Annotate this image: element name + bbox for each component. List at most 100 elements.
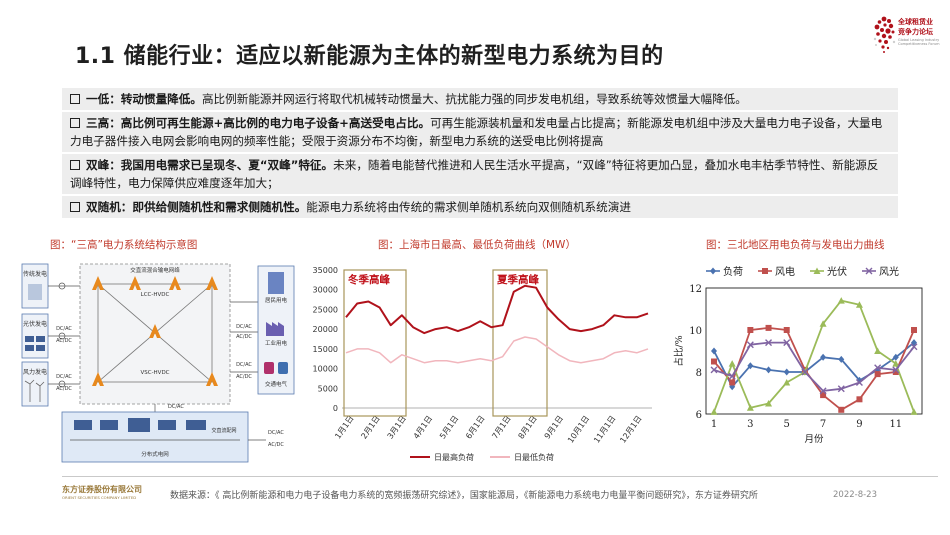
y-tick-label: 15000 xyxy=(313,345,338,354)
acdc-label-1: AC/DC xyxy=(56,338,72,344)
data-point xyxy=(892,353,899,361)
data-point xyxy=(892,366,900,374)
load-ind-label: 工业用电 xyxy=(265,339,288,347)
acdc-text-4: AC/DC xyxy=(236,374,252,380)
data-point xyxy=(762,268,768,274)
bullet-item: 一低：转动惯量降低。高比例新能源并网运行将取代机械转动惯量大、抗扰能力强的同步发… xyxy=(62,88,898,110)
data-point xyxy=(820,392,827,399)
hub-label: 交直流混合输电网络 xyxy=(130,266,180,274)
x-tick-label: 6月1日 xyxy=(464,414,486,441)
x-tick-label: 7月1日 xyxy=(490,414,512,441)
logo-text-line1: 全球租赁业 xyxy=(898,18,933,26)
dcac-text-6: DC/AC xyxy=(268,430,284,436)
data-point xyxy=(765,400,773,407)
data-point xyxy=(728,372,736,380)
data-point xyxy=(874,371,881,378)
winter-peak-box xyxy=(343,269,407,417)
source-traditional-label: 传统发电 xyxy=(23,270,47,278)
bullet-head: 一低：转动惯量降低。 xyxy=(86,92,202,106)
dcac-label-1: DC/AC xyxy=(56,326,72,332)
data-point xyxy=(874,364,882,372)
source-wind-box xyxy=(21,361,49,407)
x-tick-label: 11 xyxy=(889,419,902,430)
bullet-list: 一低：转动惯量降低。高比例新能源并网运行将取代机械转动惯量大、抗扰能力强的同步发… xyxy=(62,88,898,220)
data-point xyxy=(910,343,918,351)
fig1-caption: 图：“三高”电力系统结构示意图 xyxy=(50,239,198,251)
winter-peak-label: 冬季高峰 xyxy=(348,273,390,286)
legend-label: 风光 xyxy=(879,265,899,278)
bullet-head: 三高：高比例可再生能源+高比例的电力电子设备+高送受电占比。 xyxy=(86,116,431,130)
x-tick-label: 3月1日 xyxy=(386,414,408,441)
data-point xyxy=(911,327,917,333)
fig3-caption: 图：三北地区用电负荷与发电出力曲线 xyxy=(706,239,885,251)
bullet-body: 未来，随着电能替代推进和人民生活水平提高，“双峰”特征将更加凸显，叠加水电丰枯季… xyxy=(70,158,879,190)
dcac-label-2: DC/AC xyxy=(56,374,72,380)
x-tick-label: 1 xyxy=(711,419,717,430)
transmission-tower-icons xyxy=(92,276,218,386)
series-line-min xyxy=(345,336,649,364)
source-pv-label: 光伏发电 xyxy=(23,320,47,328)
y-tick-label: 0 xyxy=(333,404,338,413)
acdc-text-2: AC/DC xyxy=(56,386,72,392)
acdc-text-1: AC/DC xyxy=(56,338,72,344)
data-point xyxy=(747,327,754,333)
x-tick-label: 11月1日 xyxy=(592,414,617,445)
dcac-text-3: DC/AC xyxy=(236,324,252,330)
data-point xyxy=(746,404,754,411)
forum-logo: 全球租赁业 竞争力论坛 Global Leasing Industry Compe… xyxy=(870,12,948,56)
x-tick-label: 5 xyxy=(784,419,790,430)
checkbox-icon xyxy=(70,94,80,104)
page-title: 1.1 储能行业：适应以新能源为主体的新型电力系统为目的 xyxy=(75,44,664,69)
checkbox-icon xyxy=(70,202,80,212)
power-system-diagram: 传统发电 光伏发电 风力发电 DC/AC AC/DC DC/AC AC/DC 交… xyxy=(21,263,295,463)
x-tick-label: 5月1日 xyxy=(438,414,460,441)
logo-text-line2: 竞争力论坛 xyxy=(898,28,933,36)
data-point xyxy=(710,408,718,415)
hub-text: 交直流混合输电网络 xyxy=(130,266,180,274)
data-point xyxy=(819,387,827,395)
distributed-units-icons xyxy=(74,418,206,432)
data-point xyxy=(837,385,845,393)
data-point xyxy=(783,379,791,386)
data-point xyxy=(892,360,900,367)
source-wind-label: 风力发电 xyxy=(23,368,47,376)
y-tick-label: 6 xyxy=(696,410,702,421)
dcac-text-4: DC/AC xyxy=(236,362,252,368)
summer-peak-label: 夏季高峰 xyxy=(496,273,539,286)
footer-divider xyxy=(62,476,938,477)
data-point xyxy=(911,339,917,347)
data-point xyxy=(855,301,863,308)
data-point xyxy=(711,347,717,355)
src-trad-text: 传统发电 xyxy=(23,270,47,278)
logo-text-english: Global Leasing Industry Competitiveness F… xyxy=(898,38,940,46)
bullet-item: 双随机：即供给侧随机性和需求侧随机性。能源电力系统将由传统的需求侧单随机系统向双… xyxy=(62,196,898,218)
vsc-label: VSC-HVDC xyxy=(140,370,169,376)
forum-logo-icon xyxy=(873,16,896,53)
data-point xyxy=(838,406,845,413)
load-ind-text: 工业用电 xyxy=(265,339,288,347)
data-point xyxy=(747,362,754,370)
bullet-body: 可再生能源装机量和发电量占比提高；新能源发电机组中涉及大量电力电子设备，大量电力… xyxy=(70,116,883,148)
plot-frame xyxy=(705,287,923,415)
acdc-label-3: AC/DC xyxy=(236,334,252,340)
series-line-max xyxy=(345,284,649,335)
legend-label-min: 日最低负荷 xyxy=(514,452,554,462)
bullet-head: 双随机：即供给侧随机性和需求侧随机性。 xyxy=(86,200,307,214)
solar-panel-icon xyxy=(25,336,45,351)
data-point xyxy=(765,339,773,347)
data-point xyxy=(765,366,772,374)
src-pv-text: 光伏发电 xyxy=(23,320,47,328)
load-traffic-label: 交通电气 xyxy=(265,380,288,388)
bullet-body: 能源电力系统将由传统的需求侧单随机系统向双侧随机系统演进 xyxy=(306,200,631,214)
data-point xyxy=(801,368,809,376)
data-point xyxy=(855,379,863,386)
dcac-label-5: DC/AC xyxy=(168,404,184,410)
dcac-text-5: DC/AC xyxy=(168,404,184,410)
factory-icon xyxy=(266,322,284,336)
x-tick-label: 3 xyxy=(747,419,753,430)
power-plant-icon xyxy=(28,284,42,300)
legend-label: 风电 xyxy=(775,265,795,278)
checkbox-icon xyxy=(70,160,80,170)
x-tick-label: 7 xyxy=(820,419,826,430)
bullet-head: 双峰：我国用电需求已呈现冬、夏“双峰”特征。 xyxy=(86,158,334,172)
